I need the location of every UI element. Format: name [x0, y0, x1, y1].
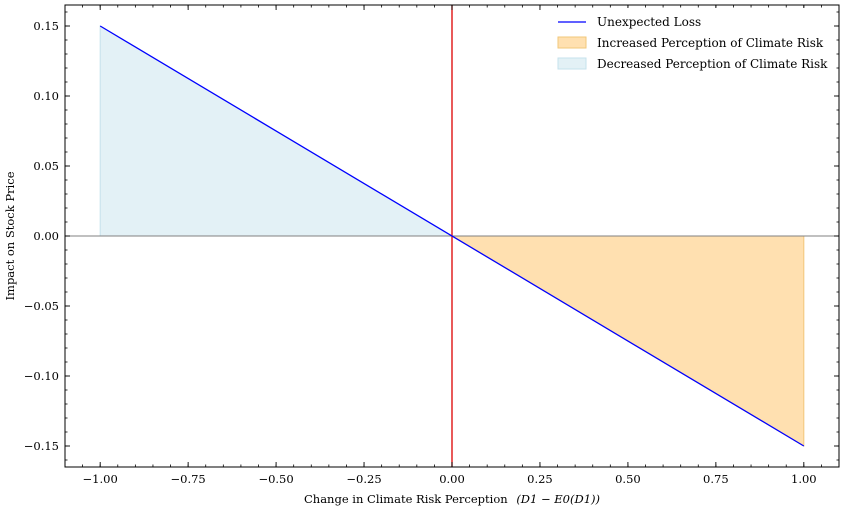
x-axis-label-math: (D1 − E0(D1)) [516, 492, 600, 506]
legend-swatch-increased-perception [557, 36, 587, 49]
legend: Unexpected Loss Increased Perception of … [552, 8, 832, 74]
legend-box [552, 8, 832, 74]
x-axis-ticks: −1.00 −0.75 −0.50 −0.25 0.00 0.25 0.50 0.75 1.00 [64, 5, 840, 486]
x-axis-label: Change in Climate Risk Perception (D1 − … [304, 492, 600, 506]
legend-label-increased-perception: Increased Perception of Climate Risk [597, 36, 824, 50]
y-axis-ticks: 0.15 0.10 0.05 0.00 −0.05 −0.10 −0.15 [24, 11, 839, 461]
x-tick-label: −0.75 [171, 472, 206, 486]
x-tick-label: −0.50 [258, 472, 293, 486]
x-tick-label: 0.75 [703, 472, 729, 486]
y-axis-label: Impact on Stock Price [3, 171, 17, 300]
y-tick-label: −0.05 [24, 299, 59, 313]
y-tick-label: 0.10 [33, 89, 59, 103]
y-tick-label: 0.00 [33, 229, 59, 243]
x-tick-label: 1.00 [791, 472, 817, 486]
y-tick-label: 0.05 [33, 159, 59, 173]
x-tick-label: −1.00 [83, 472, 118, 486]
x-tick-label: 0.25 [527, 472, 553, 486]
x-tick-label: 0.50 [615, 472, 641, 486]
y-tick-label: −0.15 [24, 439, 59, 453]
y-tick-label: −0.10 [24, 369, 59, 383]
x-tick-label: −0.25 [346, 472, 381, 486]
x-axis-label-text: Change in Climate Risk Perception [304, 492, 508, 506]
series-lines [99, 25, 805, 447]
x-tick-label: 0.00 [439, 472, 465, 486]
series-line-unexpected-loss [99, 25, 805, 447]
legend-label-decreased-perception: Decreased Perception of Climate Risk [597, 57, 828, 71]
y-tick-label: 0.15 [33, 19, 59, 33]
legend-swatch-decreased-perception [557, 57, 587, 70]
legend-label-unexpected-loss: Unexpected Loss [597, 15, 701, 29]
